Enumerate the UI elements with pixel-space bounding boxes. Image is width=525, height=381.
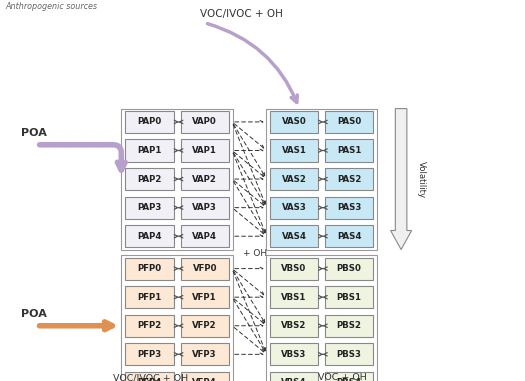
FancyBboxPatch shape [270, 197, 318, 219]
Text: VFP2: VFP2 [193, 321, 217, 330]
FancyBboxPatch shape [181, 197, 229, 219]
Text: PFP4: PFP4 [138, 378, 162, 381]
Text: PAP4: PAP4 [138, 232, 162, 241]
Text: VFP0: VFP0 [193, 264, 217, 273]
FancyBboxPatch shape [270, 111, 318, 133]
Polygon shape [391, 109, 412, 250]
FancyBboxPatch shape [325, 315, 373, 337]
Text: VAP0: VAP0 [192, 117, 217, 126]
FancyBboxPatch shape [125, 139, 174, 162]
FancyBboxPatch shape [125, 343, 174, 365]
FancyBboxPatch shape [181, 372, 229, 381]
FancyBboxPatch shape [181, 225, 229, 247]
Text: VAS3: VAS3 [281, 203, 307, 212]
FancyBboxPatch shape [270, 258, 318, 280]
FancyBboxPatch shape [270, 343, 318, 365]
FancyBboxPatch shape [325, 372, 373, 381]
FancyBboxPatch shape [325, 111, 373, 133]
Text: VFP4: VFP4 [192, 378, 217, 381]
Bar [121, 255, 233, 381]
Text: VAP2: VAP2 [192, 174, 217, 184]
FancyBboxPatch shape [181, 258, 229, 280]
FancyBboxPatch shape [270, 168, 318, 190]
Text: PAS0: PAS0 [337, 117, 361, 126]
FancyBboxPatch shape [125, 258, 174, 280]
Text: VBS4: VBS4 [281, 378, 307, 381]
FancyBboxPatch shape [181, 315, 229, 337]
FancyBboxPatch shape [325, 139, 373, 162]
Text: VBS1: VBS1 [281, 293, 307, 302]
FancyBboxPatch shape [181, 286, 229, 308]
Text: Anthropogenic sources: Anthropogenic sources [5, 2, 97, 11]
FancyBboxPatch shape [125, 197, 174, 219]
FancyBboxPatch shape [125, 286, 174, 308]
FancyBboxPatch shape [325, 343, 373, 365]
Text: PBS3: PBS3 [337, 350, 362, 359]
Text: PFP0: PFP0 [138, 264, 162, 273]
Text: VBS0: VBS0 [281, 264, 307, 273]
Text: + OH: + OH [243, 250, 267, 258]
Text: PAP3: PAP3 [138, 203, 162, 212]
Text: VAS0: VAS0 [281, 117, 307, 126]
Text: POA: POA [21, 309, 47, 319]
FancyBboxPatch shape [181, 111, 229, 133]
Text: VAS4: VAS4 [281, 232, 307, 241]
FancyBboxPatch shape [325, 286, 373, 308]
FancyBboxPatch shape [125, 225, 174, 247]
Text: VBS3: VBS3 [281, 350, 307, 359]
Text: VOC/IVOC + OH: VOC/IVOC + OH [200, 9, 282, 19]
FancyBboxPatch shape [125, 372, 174, 381]
FancyBboxPatch shape [270, 139, 318, 162]
Text: PAS4: PAS4 [337, 232, 361, 241]
FancyBboxPatch shape [125, 168, 174, 190]
Text: PBS0: PBS0 [337, 264, 362, 273]
FancyBboxPatch shape [125, 111, 174, 133]
Text: VFP3: VFP3 [193, 350, 217, 359]
Text: PAP2: PAP2 [138, 174, 162, 184]
FancyBboxPatch shape [125, 315, 174, 337]
Text: VAP1: VAP1 [192, 146, 217, 155]
Text: VFP1: VFP1 [193, 293, 217, 302]
Text: PBS2: PBS2 [337, 321, 362, 330]
FancyBboxPatch shape [181, 343, 229, 365]
FancyBboxPatch shape [325, 225, 373, 247]
Text: PFP1: PFP1 [138, 293, 162, 302]
Text: POA: POA [21, 128, 47, 138]
Text: VAS2: VAS2 [281, 174, 307, 184]
FancyBboxPatch shape [270, 286, 318, 308]
FancyBboxPatch shape [325, 258, 373, 280]
Text: VOC + OH: VOC + OH [318, 373, 367, 381]
Text: PFP3: PFP3 [138, 350, 162, 359]
Bar [266, 255, 377, 381]
Text: PAP0: PAP0 [138, 117, 162, 126]
FancyBboxPatch shape [325, 168, 373, 190]
Text: PBS1: PBS1 [337, 293, 362, 302]
Text: VAS1: VAS1 [281, 146, 307, 155]
Text: PAP1: PAP1 [138, 146, 162, 155]
FancyBboxPatch shape [270, 315, 318, 337]
Text: Volatility: Volatility [417, 160, 426, 198]
FancyBboxPatch shape [325, 197, 373, 219]
Text: VOC/IVOC + OH: VOC/IVOC + OH [113, 373, 188, 381]
FancyBboxPatch shape [181, 168, 229, 190]
Text: PBS4: PBS4 [337, 378, 362, 381]
Bar [121, 109, 233, 250]
FancyBboxPatch shape [270, 372, 318, 381]
FancyBboxPatch shape [181, 139, 229, 162]
FancyBboxPatch shape [270, 225, 318, 247]
Text: PAS3: PAS3 [337, 203, 361, 212]
Text: VBS2: VBS2 [281, 321, 307, 330]
Text: PAS1: PAS1 [337, 146, 361, 155]
Text: PAS2: PAS2 [337, 174, 361, 184]
Text: VAP4: VAP4 [192, 232, 217, 241]
Text: PFP2: PFP2 [138, 321, 162, 330]
Text: VAP3: VAP3 [192, 203, 217, 212]
Bar [266, 109, 377, 250]
